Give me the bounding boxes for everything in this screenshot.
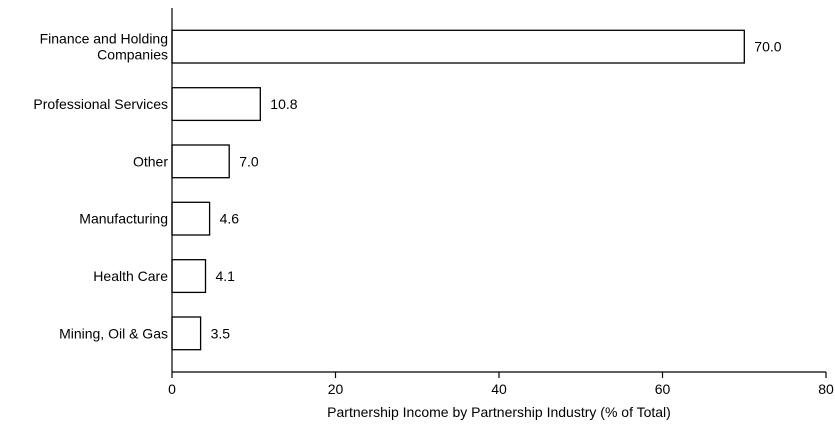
x-tick-label: 60 [655, 381, 671, 397]
category-label: Mining, Oil & Gas [59, 325, 168, 341]
bars [171, 29, 745, 351]
x-axis-title: Partnership Income by Partnership Indust… [327, 404, 671, 420]
category-label: Finance and Holding [40, 31, 168, 47]
x-tick-label: 80 [818, 381, 834, 397]
data-label: 70.0 [754, 39, 781, 55]
bar [171, 201, 211, 236]
bar [171, 144, 230, 179]
x-tick-label: 40 [491, 381, 507, 397]
data-label: 4.6 [220, 211, 240, 227]
data-label: 4.1 [216, 268, 236, 284]
bar [171, 316, 202, 351]
x-tick-label: 20 [328, 381, 344, 397]
bar [171, 29, 745, 64]
category-label: Professional Services [33, 96, 168, 112]
data-labels: 70.0 10.8 7.0 4.6 4.1 3.5 [211, 39, 782, 342]
category-label: Health Care [93, 268, 168, 284]
data-label: 7.0 [239, 153, 259, 169]
x-axis-ticks: 0 20 40 60 80 [168, 372, 834, 397]
bar [171, 87, 261, 122]
data-label: 3.5 [211, 325, 231, 341]
bar [171, 259, 207, 294]
category-label: Companies [97, 47, 168, 63]
data-label: 10.8 [270, 96, 297, 112]
category-label: Manufacturing [79, 211, 168, 227]
category-label: Other [133, 153, 168, 169]
x-tick-label: 0 [168, 381, 176, 397]
